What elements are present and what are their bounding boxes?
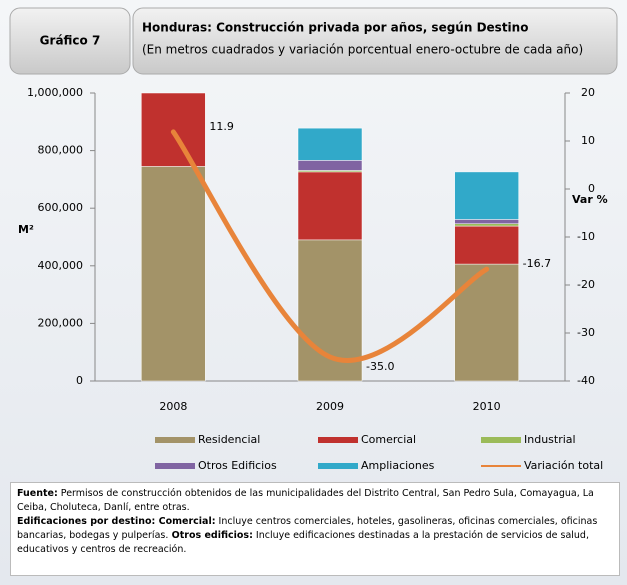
y2-axis-label: Var %: [572, 193, 608, 206]
legend-label: Ampliaciones: [361, 459, 435, 472]
bar-segment: [297, 171, 363, 241]
y-tick-label: 800,000: [38, 144, 84, 157]
data-label: -35.0: [366, 360, 394, 373]
y2-tick-label: -20: [577, 278, 595, 291]
legend-swatch: [318, 437, 358, 443]
legend-label: Residencial: [198, 433, 260, 446]
y2-tick-label: -40: [577, 374, 595, 387]
data-label: -16.7: [523, 257, 551, 270]
y-tick-label: 400,000: [38, 259, 84, 272]
note-bold: Fuente:: [17, 488, 58, 499]
note-text: Incluye edificaciones destinadas a la pr…: [17, 530, 589, 555]
legend-swatch: [155, 437, 195, 443]
x-tick-label: 2009: [316, 400, 344, 413]
chart-title: Honduras: Construcción privada por años,…: [142, 21, 528, 35]
notes: Fuente: Permisos de construcción obtenid…: [10, 482, 620, 576]
y-tick-label: 600,000: [38, 201, 84, 214]
line: [170, 129, 490, 363]
x-tick-label: 2008: [159, 400, 187, 413]
legend-label: Otros Edificios: [198, 459, 277, 472]
bar-segment: [454, 219, 519, 225]
legend-swatch: [155, 463, 195, 469]
y-tick-label: 200,000: [38, 316, 84, 329]
y2-tick-label: 0: [588, 182, 595, 195]
y2-tick-label: -30: [577, 326, 595, 339]
y-axis-label: M²: [18, 223, 34, 236]
bar-segment: [297, 160, 363, 171]
note-text: Incluye centros comerciales, hoteles, ga…: [17, 516, 598, 541]
bar-segment: [454, 171, 519, 220]
title-box: [132, 7, 618, 75]
note-bold: Otros edificios:: [168, 530, 253, 541]
bar-segment: [141, 166, 206, 382]
legend-label: Industrial: [524, 433, 576, 446]
x-tick-label: 2010: [473, 400, 501, 413]
bar-segment: [454, 225, 519, 265]
bar-segment: [454, 263, 519, 382]
y-tick-label: 0: [76, 374, 83, 387]
chart: Gráfico 7 Honduras: Construcción privada…: [9, 7, 618, 472]
legend-swatch: [481, 437, 521, 443]
legend-label: Comercial: [361, 433, 416, 446]
y2-tick-label: 10: [581, 134, 595, 147]
y2-tick-label: -10: [577, 230, 595, 243]
data-label: 11.9: [209, 120, 234, 133]
legend-swatch: [318, 463, 358, 469]
header-label: Gráfico 7: [40, 34, 101, 48]
legend-label: Variación total: [524, 459, 603, 472]
bar-segment: [297, 127, 363, 161]
header-box: [9, 7, 131, 75]
y-tick-label: 1,000,000: [27, 86, 83, 99]
note-text: Permisos de construcción obtenidos de la…: [17, 488, 594, 513]
y2-tick-label: 20: [581, 86, 595, 99]
note-bold: Edificaciones por destino: Comercial:: [17, 516, 216, 527]
bar-segment: [454, 223, 519, 227]
chart-subtitle: (En metros cuadrados y variación porcent…: [142, 43, 583, 57]
